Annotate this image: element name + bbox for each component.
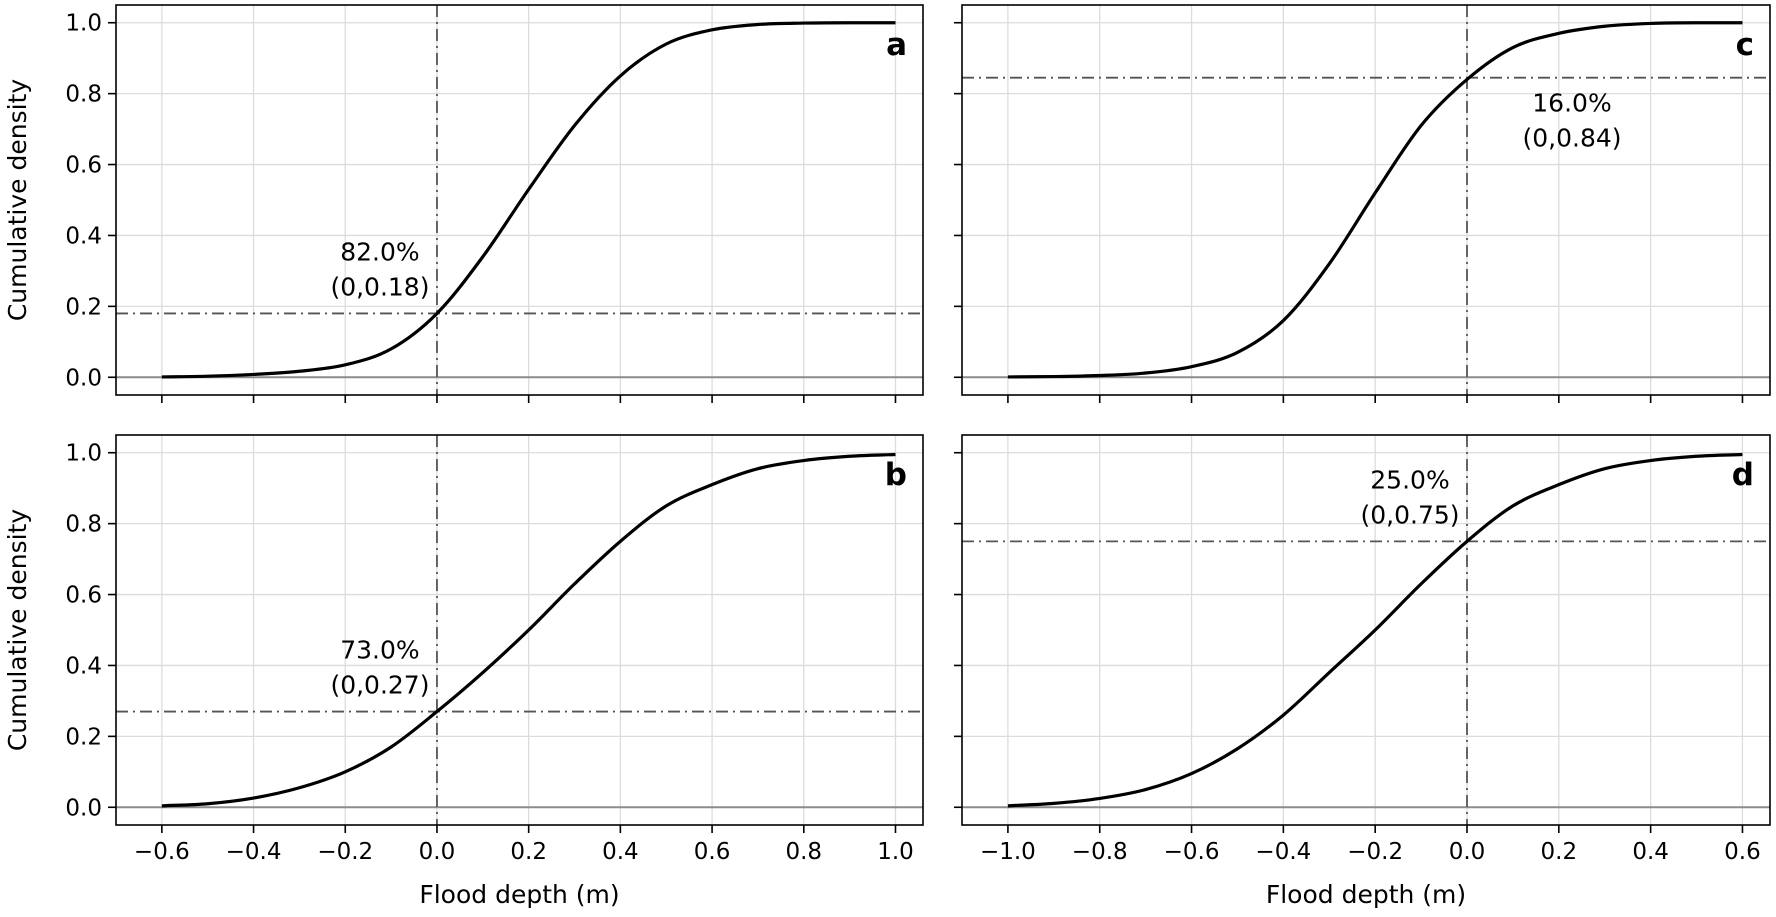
- x-tick-label: 0.0: [419, 839, 456, 865]
- y-tick-label: 0.2: [65, 294, 102, 320]
- annotation-percent: 82.0%: [340, 237, 419, 266]
- annotation-percent: 25.0%: [1370, 465, 1449, 494]
- x-tick-label: 0.4: [1632, 839, 1669, 865]
- x-tick-label: 0.8: [785, 839, 822, 865]
- axes-frame: [115, 4, 924, 396]
- x-tick-label: 0.2: [1541, 839, 1578, 865]
- y-tick-label: 1.0: [65, 441, 102, 467]
- x-axis-label: Flood depth (m): [419, 880, 619, 909]
- y-tick-label: 0.4: [65, 223, 102, 249]
- chart-panel-a: 0.0 0.2 0.4 0.6 0.8 1.0 Cumulative density a 82.…: [3, 4, 924, 403]
- x-axis-label: Flood depth (m): [1266, 880, 1466, 909]
- annotation-point: (0,0.27): [330, 671, 429, 700]
- chart-panel-c: c 16.0% (0,0.84): [954, 4, 1771, 403]
- y-tick-label: 0.6: [65, 583, 102, 609]
- panel-letter: a: [886, 27, 907, 63]
- y-tick-label: 0.8: [65, 512, 102, 538]
- x-tick-label: −0.6: [134, 839, 190, 865]
- cdf-curve: [1007, 21, 1743, 379]
- x-tick-label: −0.2: [1347, 839, 1403, 865]
- x-tick-label: 1.0: [877, 839, 914, 865]
- x-tick-label: −1.0: [980, 839, 1036, 865]
- x-tick-label: −0.8: [1072, 839, 1128, 865]
- y-tick-label: 0.4: [65, 653, 102, 679]
- y-axis-label: Cumulative density: [3, 509, 32, 752]
- panel-letter: d: [1732, 457, 1754, 493]
- x-tick-label: 0.6: [1724, 839, 1761, 865]
- x-tick-label: −0.6: [1164, 839, 1220, 865]
- y-tick-label: 0.0: [65, 365, 102, 391]
- cdf-curve: [161, 21, 896, 379]
- y-tick-label: 0.0: [65, 795, 102, 821]
- y-axis-label: Cumulative density: [3, 79, 32, 322]
- cdf-curve: [1007, 452, 1743, 808]
- chart-panel-b: −0.6 −0.4 −0.2 0.0 0.2 0.4 0.6 0.8 1.0 0.0 0.2 0.4 0…: [3, 434, 924, 909]
- axes-frame: [961, 4, 1771, 396]
- axes-frame: [961, 434, 1771, 826]
- x-tick-label: −0.4: [226, 839, 282, 865]
- annotation-percent: 73.0%: [340, 636, 419, 665]
- annotation-percent: 16.0%: [1532, 89, 1611, 118]
- y-tick-label: 0.6: [65, 153, 102, 179]
- x-tick-label: 0.2: [510, 839, 547, 865]
- x-tick-label: 0.4: [602, 839, 639, 865]
- annotation-point: (0,0.84): [1522, 124, 1621, 153]
- annotation-point: (0,0.18): [330, 272, 429, 301]
- x-tick-label: 0.0: [1449, 839, 1486, 865]
- chart-panel-d: −1.0 −0.8 −0.6 −0.4 −0.2 0.0 0.2 0.4 0.6 Flood de…: [954, 434, 1771, 909]
- panel-letter: b: [885, 457, 907, 493]
- x-tick-label: −0.2: [317, 839, 373, 865]
- y-tick-label: 0.8: [65, 82, 102, 108]
- y-tick-label: 1.0: [65, 11, 102, 37]
- annotation-point: (0,0.75): [1360, 500, 1459, 529]
- panel-letter: c: [1736, 27, 1754, 63]
- axes-frame: [115, 434, 924, 826]
- cdf-curve: [161, 452, 896, 808]
- x-tick-label: −0.4: [1255, 839, 1311, 865]
- x-tick-label: 0.6: [694, 839, 731, 865]
- y-tick-label: 0.2: [65, 724, 102, 750]
